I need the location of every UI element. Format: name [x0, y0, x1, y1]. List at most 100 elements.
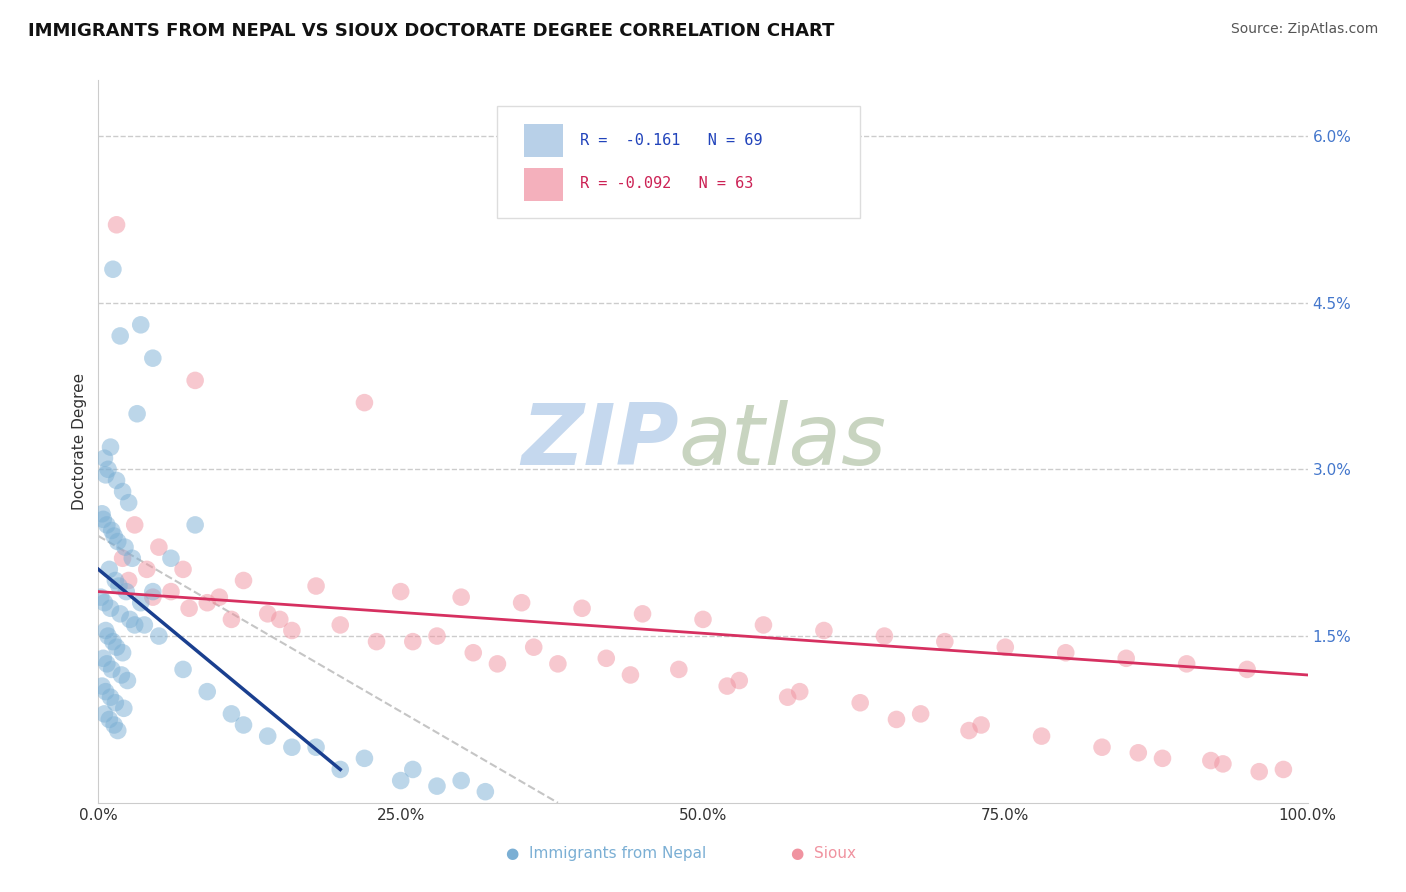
- Point: [1272, 763, 1295, 777]
- Point: [142, 351, 165, 366]
- Point: [426, 779, 449, 793]
- Point: [281, 740, 304, 755]
- Point: [96, 517, 118, 532]
- Point: [118, 612, 141, 626]
- Point: [789, 684, 811, 698]
- Point: [1236, 662, 1258, 676]
- Point: [112, 701, 135, 715]
- Point: [970, 718, 993, 732]
- Point: [1152, 751, 1174, 765]
- Point: [849, 696, 872, 710]
- Point: [716, 679, 738, 693]
- Point: [117, 673, 139, 688]
- Point: [135, 562, 157, 576]
- Point: [813, 624, 835, 638]
- Point: [148, 629, 170, 643]
- Point: [96, 657, 118, 671]
- Point: [426, 629, 449, 643]
- Point: [110, 668, 132, 682]
- Point: [523, 640, 546, 655]
- Point: [105, 640, 128, 655]
- Text: R =  -0.161   N = 69: R = -0.161 N = 69: [579, 133, 762, 147]
- Point: [474, 785, 496, 799]
- Point: [108, 607, 131, 621]
- Point: [100, 601, 122, 615]
- Point: [329, 763, 352, 777]
- Point: [910, 706, 932, 721]
- Point: [957, 723, 980, 738]
- Point: [108, 579, 131, 593]
- Point: [450, 590, 472, 604]
- Point: [97, 462, 120, 476]
- Point: [232, 574, 254, 588]
- Text: R = -0.092   N = 63: R = -0.092 N = 63: [579, 176, 754, 191]
- Point: [389, 773, 412, 788]
- Point: [402, 634, 425, 648]
- Text: atlas: atlas: [679, 400, 887, 483]
- FancyBboxPatch shape: [498, 105, 860, 218]
- Point: [107, 534, 129, 549]
- Point: [450, 773, 472, 788]
- Point: [91, 651, 114, 665]
- Point: [93, 596, 115, 610]
- Point: [221, 612, 243, 626]
- Point: [97, 629, 120, 643]
- Point: [1128, 746, 1150, 760]
- Point: [93, 451, 115, 466]
- Point: [184, 517, 207, 532]
- Point: [366, 634, 388, 648]
- Point: [1031, 729, 1053, 743]
- Point: [692, 612, 714, 626]
- Point: [98, 562, 121, 576]
- Point: [631, 607, 654, 621]
- Point: [142, 584, 165, 599]
- Point: [184, 373, 207, 387]
- Text: ●  Immigrants from Nepal: ● Immigrants from Nepal: [506, 846, 706, 861]
- FancyBboxPatch shape: [524, 168, 562, 201]
- Point: [103, 718, 125, 732]
- Point: [305, 740, 328, 755]
- Point: [121, 551, 143, 566]
- Point: [232, 718, 254, 732]
- Point: [108, 329, 131, 343]
- Point: [547, 657, 569, 671]
- Point: [93, 706, 115, 721]
- Point: [305, 579, 328, 593]
- Point: [111, 646, 134, 660]
- Point: [94, 624, 117, 638]
- Point: [129, 596, 152, 610]
- Point: [571, 601, 593, 615]
- Point: [142, 590, 165, 604]
- Point: [269, 612, 291, 626]
- Point: [101, 634, 124, 648]
- Point: [1175, 657, 1198, 671]
- Point: [101, 262, 124, 277]
- Point: [105, 474, 128, 488]
- Point: [873, 629, 896, 643]
- Point: [100, 690, 122, 705]
- Point: [208, 590, 231, 604]
- Point: [402, 763, 425, 777]
- Point: [134, 618, 156, 632]
- Point: [107, 723, 129, 738]
- Point: [752, 618, 775, 632]
- Point: [127, 407, 149, 421]
- Point: [353, 751, 375, 765]
- Point: [172, 562, 194, 576]
- Point: [256, 607, 278, 621]
- Y-axis label: Doctorate Degree: Doctorate Degree: [72, 373, 87, 510]
- Point: [510, 596, 533, 610]
- Point: [91, 512, 114, 526]
- Point: [353, 395, 375, 409]
- Point: [221, 706, 243, 721]
- Point: [256, 729, 278, 743]
- Point: [90, 590, 112, 604]
- Point: [195, 684, 218, 698]
- Point: [172, 662, 194, 676]
- Point: [1212, 756, 1234, 771]
- Point: [124, 618, 146, 632]
- Point: [776, 690, 799, 705]
- Point: [104, 696, 127, 710]
- Point: [281, 624, 304, 638]
- Point: [115, 584, 138, 599]
